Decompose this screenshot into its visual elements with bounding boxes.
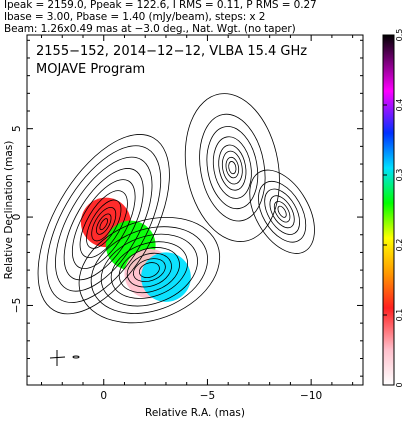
contour-line [91,206,117,242]
polarization-patch [141,252,191,302]
contour-line [212,136,252,199]
contour-line [221,150,243,185]
contour-group-lobe-south [249,169,315,254]
contour-line [110,241,188,299]
contour-line [90,226,208,314]
chart-title: 2155−152, 2014−12−12, VLBA 15.4 GHz [36,44,307,59]
header-line-1: Ipeak = 2159.0, Ppeak = 122.6, I RMS = 0… [4,0,317,11]
contour-line [132,258,166,282]
colorbar-ticks: 0 0.1 0.2 0.3 0.4 0.5 [383,29,404,388]
colorbar-tick-label: 0.2 [395,239,404,252]
chart-subtitle: MOJAVE Program [36,62,145,77]
y-tick-label: 0 [11,214,23,221]
contour-line [118,247,180,294]
x-tick-label: −5 [200,390,215,402]
header-line-3: Beam: 1.26x0.49 mas at −3.0 deg., Nat. W… [4,23,296,35]
contour-line [264,188,300,235]
contour-line [138,262,160,279]
colorbar-tick-label: 0 [395,382,404,387]
tick-layer: 0 −5 −10 5 0 −5 [11,35,363,402]
contour-line [63,168,144,281]
y-tick-label: 5 [11,125,23,132]
y-tick-label: −5 [11,298,23,313]
contour-line [99,218,109,231]
contour-line [269,195,295,229]
contour-line [184,93,280,242]
colorbar-tick-label: 0.3 [395,169,404,182]
x-tick-label: −10 [300,390,322,402]
contour-line [199,113,266,222]
beam-marker [49,350,80,366]
contour-line [277,205,287,218]
x-axis-label: Relative R.A. (mas) [145,407,245,419]
contour-line [79,190,128,258]
contour-line [273,201,291,223]
contour-group-lobe-north [184,93,280,242]
contour-line [228,161,237,175]
contour-line [86,199,122,249]
header-line-2: Ibase = 3.00, Pbase = 1.40 (mJy/beam), s… [4,11,266,23]
contour-line [206,126,259,210]
contour-group-inner-jet [78,216,221,324]
contour-line [78,216,221,324]
colorbar-tick-label: 0.1 [395,309,404,322]
y-axis-label: Relative Declination (mas) [3,141,15,280]
contour-line [100,233,198,307]
colorbar-tick-label: 0.5 [395,29,404,42]
contour-line [218,144,247,191]
plot-frame [26,34,364,386]
colorbar [382,34,395,386]
contour-line [71,179,136,270]
contour-line [55,156,153,292]
contour-line [225,156,240,179]
contour-line [126,252,172,288]
contour-line [249,169,315,254]
contour-line [96,213,112,235]
contour-layer [37,93,315,324]
contour-line [258,181,307,243]
colorbar-tick-label: 0.4 [395,99,404,112]
x-tick-label: 0 [100,390,107,402]
